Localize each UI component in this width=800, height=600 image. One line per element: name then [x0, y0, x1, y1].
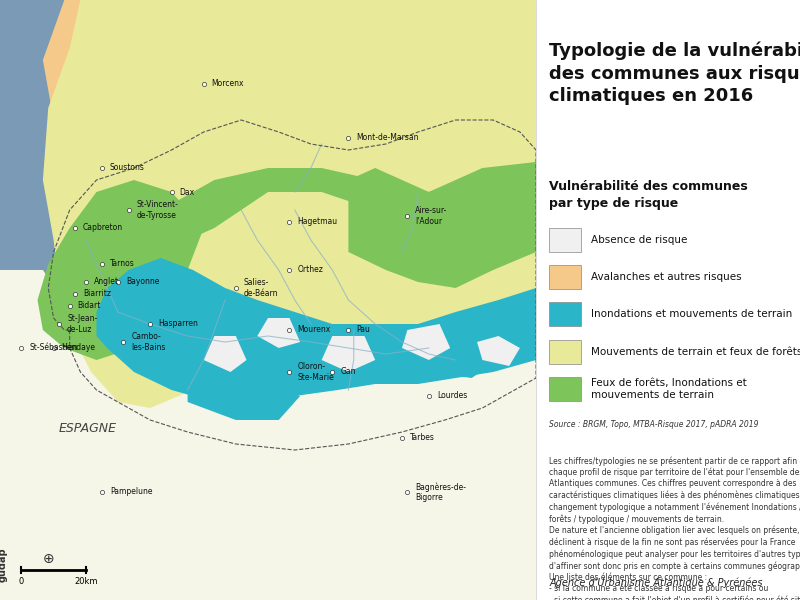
Text: Tarnos: Tarnos [110, 259, 134, 268]
Polygon shape [402, 324, 450, 360]
Text: ESPAGNE: ESPAGNE [59, 422, 117, 435]
Text: Inondations et mouvements de terrain: Inondations et mouvements de terrain [591, 310, 793, 319]
Text: Les chiffres/typologies ne se présentent partir de ce rapport afin de réer à
cha: Les chiffres/typologies ne se présentent… [550, 456, 800, 600]
Text: Capbreton: Capbreton [83, 223, 123, 232]
Polygon shape [322, 336, 375, 372]
FancyBboxPatch shape [550, 265, 581, 289]
Text: Absence de risque: Absence de risque [591, 235, 688, 245]
Text: St-Jean-
de-Luz: St-Jean- de-Luz [67, 314, 98, 334]
Text: Oloron-
Ste-Marie: Oloron- Ste-Marie [298, 362, 334, 382]
Text: Soustons: Soustons [110, 163, 145, 173]
Text: Pau: Pau [357, 325, 370, 335]
Text: Salies-
de-Béarn: Salies- de-Béarn [244, 278, 278, 298]
Polygon shape [0, 0, 536, 600]
Polygon shape [38, 180, 204, 360]
Text: Agence d'Urbanisme Atlantique & Pyrénées                mars 2020: Agence d'Urbanisme Atlantique & Pyrénées… [550, 577, 800, 588]
Text: Cambo-
les-Bains: Cambo- les-Bains [131, 332, 166, 352]
Text: Bidart: Bidart [78, 301, 101, 311]
Polygon shape [97, 258, 536, 402]
Text: Mouvements de terrain et feux de forêts: Mouvements de terrain et feux de forêts [591, 347, 800, 356]
Text: Dax: Dax [179, 187, 194, 197]
Text: Hendaye: Hendaye [62, 343, 96, 352]
Polygon shape [349, 168, 536, 288]
Text: 0: 0 [19, 577, 24, 586]
Text: Lourdes: Lourdes [437, 392, 467, 401]
Polygon shape [0, 180, 536, 600]
Polygon shape [258, 318, 300, 348]
Text: St-Sébastien: St-Sébastien [30, 343, 78, 352]
Text: Aire-sur-
l'Adour: Aire-sur- l'Adour [415, 206, 448, 226]
Text: Bagnères-de-
Bigorre: Bagnères-de- Bigorre [415, 482, 466, 502]
Text: Biarritz: Biarritz [83, 289, 111, 298]
Text: St-Vincent-
de-Tyrosse: St-Vincent- de-Tyrosse [137, 200, 178, 220]
Text: Bayonne: Bayonne [126, 277, 159, 286]
Text: Hagetmau: Hagetmau [298, 217, 338, 226]
Polygon shape [150, 300, 278, 360]
Text: Feux de forêts, Inondations et
mouvements de terrain: Feux de forêts, Inondations et mouvement… [591, 378, 747, 400]
FancyBboxPatch shape [550, 340, 581, 364]
Polygon shape [107, 162, 536, 270]
FancyBboxPatch shape [550, 228, 581, 252]
Text: 20km: 20km [74, 577, 98, 586]
Text: Mont-de-Marsan: Mont-de-Marsan [357, 133, 419, 142]
Text: Mourenx: Mourenx [298, 325, 330, 335]
Polygon shape [204, 336, 246, 372]
Polygon shape [477, 336, 520, 366]
Polygon shape [294, 330, 402, 384]
FancyBboxPatch shape [550, 302, 581, 326]
FancyBboxPatch shape [550, 377, 581, 401]
Polygon shape [187, 378, 300, 420]
Text: Source : BRGM, Topo, MTBA-Risque 2017, pADRA 2019: Source : BRGM, Topo, MTBA-Risque 2017, p… [550, 420, 758, 429]
Polygon shape [43, 0, 536, 408]
Text: Tarbes: Tarbes [410, 433, 435, 443]
Text: Gan: Gan [340, 367, 356, 377]
Text: Typologie de la vulnérabilité
des communes aux risques
climatiques en 2016: Typologie de la vulnérabilité des commun… [550, 42, 800, 105]
Text: gudap: gudap [0, 547, 8, 582]
Text: Orthez: Orthez [298, 265, 323, 275]
Text: Hasparren: Hasparren [158, 319, 198, 329]
Text: Avalanches et autres risques: Avalanches et autres risques [591, 272, 742, 282]
Text: Vulnérabilité des communes
par type de risque: Vulnérabilité des communes par type de r… [550, 180, 748, 210]
Text: Morcenx: Morcenx [212, 79, 244, 88]
Text: ⊕: ⊕ [42, 552, 54, 566]
Text: Anglet: Anglet [94, 277, 118, 286]
Polygon shape [43, 0, 536, 300]
Polygon shape [418, 324, 509, 378]
Text: Pampelune: Pampelune [110, 487, 152, 496]
Polygon shape [0, 0, 118, 420]
